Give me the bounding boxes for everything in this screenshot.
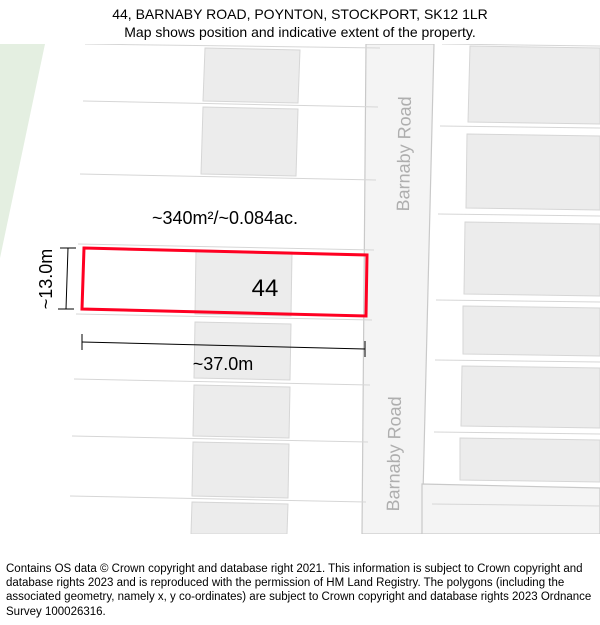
map-svg: ~13.0m ~37.0m ~340m²/~0.084ac. 44 Barnaby Ro… <box>0 44 600 534</box>
map-canvas: ~13.0m ~37.0m ~340m²/~0.084ac. 44 Barnaby Ro… <box>0 44 600 534</box>
page-title: 44, BARNABY ROAD, POYNTON, STOCKPORT, SK… <box>0 6 600 22</box>
page-subtitle: Map shows position and indicative extent… <box>0 24 600 40</box>
building-11 <box>461 366 600 428</box>
building-7 <box>468 46 600 124</box>
house-number-label: 44 <box>252 275 279 302</box>
building-12 <box>460 438 600 482</box>
footer-copyright: Contains OS data © Crown copyright and d… <box>6 562 594 620</box>
building-10 <box>463 306 600 356</box>
building-9 <box>464 222 600 296</box>
building-8 <box>466 134 600 210</box>
building-4 <box>193 385 290 438</box>
area-label: ~340m²/~0.084ac. <box>152 208 298 228</box>
building-0 <box>203 48 300 103</box>
building-6 <box>191 502 288 534</box>
road-1 <box>422 484 600 534</box>
dim-height-label: ~13.0m <box>36 249 56 310</box>
road-label-2: Barnaby Road <box>383 396 405 511</box>
building-5 <box>192 442 289 498</box>
dim-width-label: ~37.0m <box>193 354 254 374</box>
road-label-1: Barnaby Road <box>393 96 415 211</box>
building-1 <box>201 107 298 176</box>
